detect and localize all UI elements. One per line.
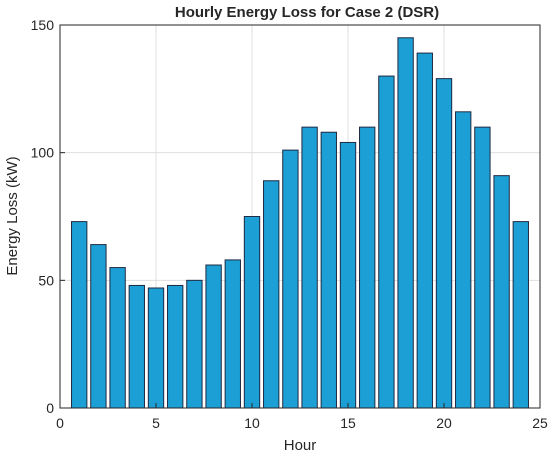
bar-hour-17: [378, 75, 395, 409]
bar-hour-6: [167, 284, 184, 409]
bar-hour-5: [147, 287, 165, 409]
bar-hour-18: [397, 37, 414, 409]
plot-frame: [59, 24, 541, 409]
x-tick-label: 15: [340, 415, 356, 431]
bar-hour-9: [224, 259, 241, 409]
bar-hour-8: [205, 264, 222, 409]
bar-hour-24: [512, 221, 529, 409]
y-tick-label: 0: [46, 400, 54, 416]
y-tick-label: 150: [31, 17, 55, 33]
bar-hour-16: [359, 126, 376, 409]
bar-hour-10: [243, 216, 261, 409]
bar-series: [71, 37, 529, 409]
x-tick-label: 10: [244, 415, 260, 431]
x-tick-label: 25: [532, 415, 548, 431]
bar-hour-11: [263, 180, 280, 409]
y-axis-ticks: 0 50 100 150: [31, 17, 65, 416]
chart-title: Hourly Energy Loss for Case 2 (DSR): [175, 4, 439, 21]
bar-hour-14: [320, 131, 337, 409]
bar-hour-15: [339, 141, 357, 409]
bar-hour-20: [435, 78, 453, 409]
x-tick-label: 0: [56, 415, 64, 431]
bar-hour-4: [128, 284, 145, 409]
bar-hour-3: [109, 267, 126, 409]
y-tick-label: 50: [38, 272, 54, 288]
bar-hour-12: [282, 149, 299, 409]
bar-hour-21: [455, 111, 472, 409]
bar-hour-2: [90, 244, 107, 409]
x-axis-ticks: 0 5 10 15 20 25: [56, 403, 548, 431]
x-tick-label: 20: [436, 415, 452, 431]
bar-hour-7: [186, 279, 203, 409]
bar-hour-1: [71, 221, 88, 409]
bar-hour-22: [474, 126, 491, 409]
y-axis-label: Energy Loss (kW): [4, 156, 21, 275]
x-tick-label: 5: [152, 415, 160, 431]
bar-hour-23: [493, 175, 510, 409]
bar-hour-19: [416, 52, 433, 409]
bar-hour-13: [301, 126, 318, 409]
y-tick-label: 100: [31, 145, 55, 161]
x-axis-label: Hour: [284, 437, 317, 454]
